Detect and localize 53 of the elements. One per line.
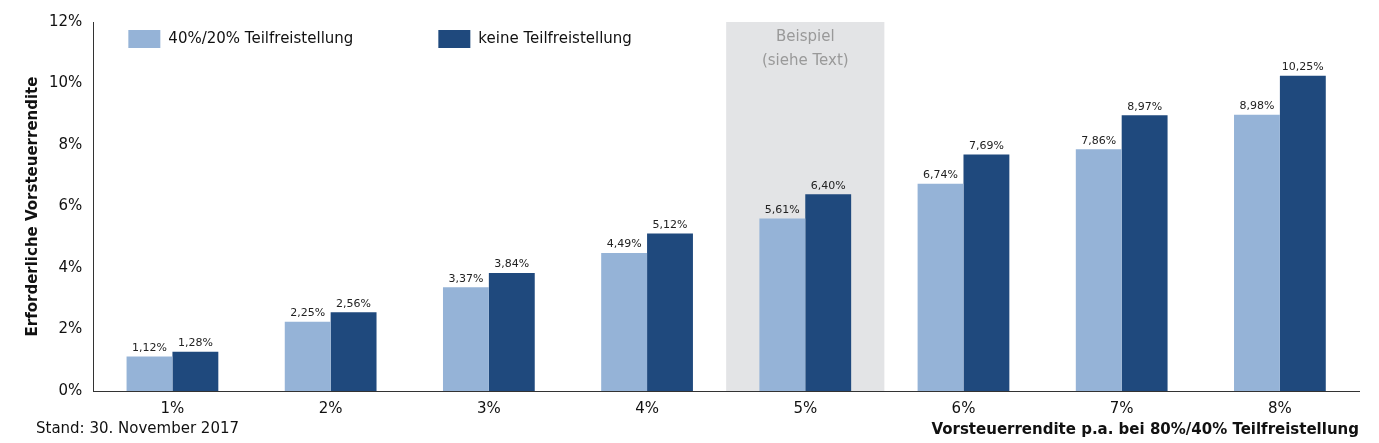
y-tick-label: 0% xyxy=(58,380,83,399)
y-tick-label: 10% xyxy=(49,73,83,92)
x-tick-label: 6% xyxy=(951,398,976,417)
bar xyxy=(1121,115,1168,391)
data-label: 10,25% xyxy=(1281,60,1324,74)
bar xyxy=(172,351,219,391)
y-tick-label: 8% xyxy=(58,134,83,153)
x-tick-label: 3% xyxy=(476,398,501,417)
data-label: 1,28% xyxy=(177,336,213,349)
text: Stand: 30. November 2017 xyxy=(36,419,240,437)
bar xyxy=(963,154,1010,391)
data-label: 3,37% xyxy=(448,271,484,285)
data-label: 4,49% xyxy=(606,237,642,251)
bar xyxy=(647,233,693,391)
bar xyxy=(284,321,331,391)
y-tick-label: 6% xyxy=(58,196,83,215)
bar xyxy=(126,356,173,391)
data-label: 2,25% xyxy=(290,306,326,320)
data-label: 5,12% xyxy=(652,217,688,231)
bar xyxy=(330,312,377,391)
data-label: 5,61% xyxy=(764,202,800,216)
x-tick-label: 5% xyxy=(793,398,818,417)
bar xyxy=(1234,114,1280,391)
x-tick-label: 1% xyxy=(160,398,185,417)
data-label: 7,69% xyxy=(968,138,1004,152)
band-label: Beispiel (siehe Text) xyxy=(761,27,849,70)
y-axis-title: Erforderliche Vorsteuerrendite xyxy=(22,76,41,337)
data-label: 6,40% xyxy=(810,178,846,192)
x-axis-title: Vorsteuerrendite p.a. bei 80%/40% Teilfreistellung xyxy=(931,419,1359,438)
data-label: 6,74% xyxy=(923,168,959,182)
bar xyxy=(1075,149,1122,391)
bar xyxy=(601,252,648,391)
data-label: 7,86% xyxy=(1081,133,1117,147)
bar xyxy=(1279,75,1326,391)
x-tick-label: 8% xyxy=(1268,398,1292,417)
legend-label: 40%/20% Teilfreistellung xyxy=(168,28,354,47)
bar xyxy=(488,272,535,391)
bar xyxy=(805,194,852,391)
data-label: 2,56% xyxy=(336,296,372,310)
x-tick-label: 2% xyxy=(318,398,343,417)
x-tick-label: 4% xyxy=(635,398,659,417)
bar xyxy=(759,218,806,391)
data-label: 1,12% xyxy=(132,340,167,354)
legend-label: keine Teilfreistellung xyxy=(478,28,632,47)
y-tick-label: 4% xyxy=(58,257,83,276)
data-label: 8,97% xyxy=(1127,99,1163,113)
data-label: 8,98% xyxy=(1239,99,1275,113)
data-label: 3,84% xyxy=(494,257,530,271)
y-tick-label: 2% xyxy=(58,319,83,338)
y-tick-label: 12% xyxy=(49,11,83,30)
bar xyxy=(442,287,489,391)
bar xyxy=(917,183,964,391)
x-tick-label: 7% xyxy=(1109,398,1134,417)
